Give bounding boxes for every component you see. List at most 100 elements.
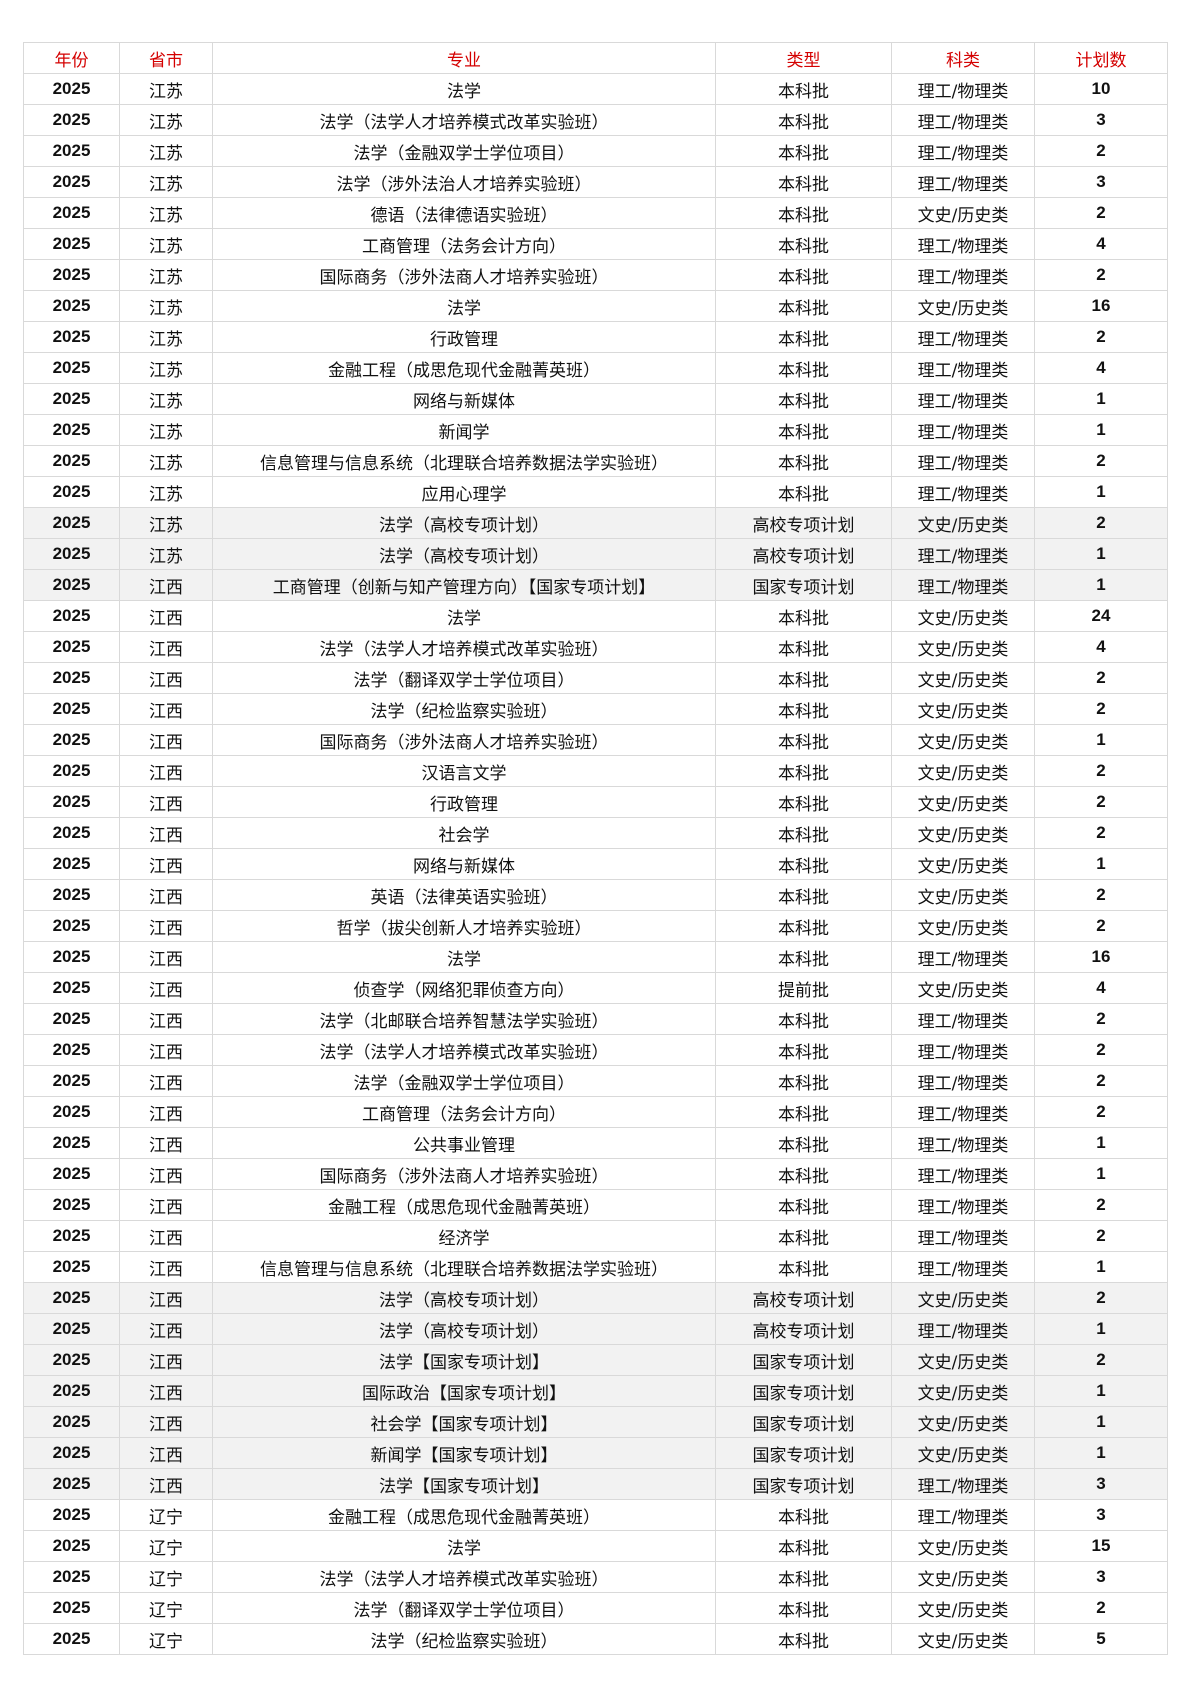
table-row: 2025 江西 侦查学（网络犯罪侦查方向） 提前批 文史/历史类 4 — [23, 972, 1168, 1004]
subject-category-cell: 文史/历史类 — [891, 817, 1035, 849]
plan-count-cell: 24 — [1034, 600, 1168, 632]
province-cell: 辽宁 — [119, 1499, 213, 1531]
major-cell: 法学（金融双学士学位项目） — [212, 1065, 716, 1097]
year-cell: 2025 — [23, 1003, 120, 1035]
subject-category-cell: 理工/物理类 — [891, 1468, 1035, 1500]
header-plan-count: 计划数 — [1034, 42, 1168, 74]
major-cell: 法学（高校专项计划） — [212, 507, 716, 539]
year-cell: 2025 — [23, 197, 120, 229]
major-cell: 法学 — [212, 600, 716, 632]
plan-count-cell: 1 — [1034, 1437, 1168, 1469]
subject-category-cell: 文史/历史类 — [891, 1623, 1035, 1655]
major-cell: 国际政治【国家专项计划】 — [212, 1375, 716, 1407]
year-cell: 2025 — [23, 1344, 120, 1376]
province-cell: 江苏 — [119, 476, 213, 508]
subject-category-cell: 文史/历史类 — [891, 755, 1035, 787]
table-row: 2025 辽宁 金融工程（成思危现代金融菁英班） 本科批 理工/物理类 3 — [23, 1499, 1168, 1531]
batch-type-cell: 本科批 — [715, 1065, 892, 1097]
batch-type-cell: 本科批 — [715, 662, 892, 694]
table-row: 2025 江西 法学【国家专项计划】 国家专项计划 理工/物理类 3 — [23, 1468, 1168, 1500]
batch-type-cell: 本科批 — [715, 1189, 892, 1221]
year-cell: 2025 — [23, 1065, 120, 1097]
batch-type-cell: 本科批 — [715, 1220, 892, 1252]
table-row: 2025 江西 国际商务（涉外法商人才培养实验班） 本科批 理工/物理类 1 — [23, 1158, 1168, 1190]
batch-type-cell: 高校专项计划 — [715, 1313, 892, 1345]
subject-category-cell: 文史/历史类 — [891, 1344, 1035, 1376]
major-cell: 金融工程（成思危现代金融菁英班） — [212, 1189, 716, 1221]
subject-category-cell: 理工/物理类 — [891, 538, 1035, 570]
table-row: 2025 江西 新闻学【国家专项计划】 国家专项计划 文史/历史类 1 — [23, 1437, 1168, 1469]
plan-count-cell: 2 — [1034, 879, 1168, 911]
table-row: 2025 江西 法学（法学人才培养模式改革实验班） 本科批 文史/历史类 4 — [23, 631, 1168, 663]
year-cell: 2025 — [23, 1530, 120, 1562]
major-cell: 国际商务（涉外法商人才培养实验班） — [212, 724, 716, 756]
plan-count-cell: 1 — [1034, 1251, 1168, 1283]
province-cell: 江苏 — [119, 507, 213, 539]
subject-category-cell: 理工/物理类 — [891, 1127, 1035, 1159]
major-cell: 英语（法律英语实验班） — [212, 879, 716, 911]
plan-count-cell: 1 — [1034, 383, 1168, 415]
plan-count-cell: 2 — [1034, 755, 1168, 787]
province-cell: 辽宁 — [119, 1592, 213, 1624]
plan-count-cell: 1 — [1034, 538, 1168, 570]
major-cell: 法学（涉外法治人才培养实验班） — [212, 166, 716, 198]
plan-count-cell: 15 — [1034, 1530, 1168, 1562]
plan-count-cell: 4 — [1034, 228, 1168, 260]
major-cell: 信息管理与信息系统（北理联合培养数据法学实验班） — [212, 445, 716, 477]
plan-count-cell: 1 — [1034, 414, 1168, 446]
major-cell: 新闻学 — [212, 414, 716, 446]
year-cell: 2025 — [23, 1158, 120, 1190]
year-cell: 2025 — [23, 569, 120, 601]
major-cell: 法学（北邮联合培养智慧法学实验班） — [212, 1003, 716, 1035]
batch-type-cell: 国家专项计划 — [715, 1375, 892, 1407]
subject-category-cell: 理工/物理类 — [891, 476, 1035, 508]
table-row: 2025 江苏 新闻学 本科批 理工/物理类 1 — [23, 414, 1168, 446]
subject-category-cell: 理工/物理类 — [891, 1096, 1035, 1128]
table-row: 2025 江苏 法学 本科批 文史/历史类 16 — [23, 290, 1168, 322]
batch-type-cell: 国家专项计划 — [715, 1437, 892, 1469]
table-row: 2025 江西 法学（北邮联合培养智慧法学实验班） 本科批 理工/物理类 2 — [23, 1003, 1168, 1035]
table-row: 2025 江苏 行政管理 本科批 理工/物理类 2 — [23, 321, 1168, 353]
year-cell: 2025 — [23, 290, 120, 322]
header-subject-category: 科类 — [891, 42, 1035, 74]
major-cell: 德语（法律德语实验班） — [212, 197, 716, 229]
batch-type-cell: 本科批 — [715, 1623, 892, 1655]
plan-count-cell: 2 — [1034, 1189, 1168, 1221]
year-cell: 2025 — [23, 786, 120, 818]
province-cell: 江苏 — [119, 228, 213, 260]
plan-count-cell: 4 — [1034, 972, 1168, 1004]
subject-category-cell: 文史/历史类 — [891, 1282, 1035, 1314]
plan-count-cell: 1 — [1034, 1158, 1168, 1190]
table-row: 2025 江西 法学 本科批 理工/物理类 16 — [23, 941, 1168, 973]
table-row: 2025 江西 工商管理（法务会计方向） 本科批 理工/物理类 2 — [23, 1096, 1168, 1128]
plan-count-cell: 16 — [1034, 941, 1168, 973]
subject-category-cell: 文史/历史类 — [891, 197, 1035, 229]
table-row: 2025 江西 工商管理（创新与知产管理方向）【国家专项计划】 国家专项计划 理工/物理… — [23, 569, 1168, 601]
year-cell: 2025 — [23, 321, 120, 353]
subject-category-cell: 理工/物理类 — [891, 1313, 1035, 1345]
province-cell: 江西 — [119, 724, 213, 756]
subject-category-cell: 文史/历史类 — [891, 600, 1035, 632]
table-row: 2025 江西 法学（高校专项计划） 高校专项计划 文史/历史类 2 — [23, 1282, 1168, 1314]
year-cell: 2025 — [23, 1189, 120, 1221]
table-row: 2025 辽宁 法学（纪检监察实验班） 本科批 文史/历史类 5 — [23, 1623, 1168, 1655]
major-cell: 法学（高校专项计划） — [212, 1313, 716, 1345]
year-cell: 2025 — [23, 538, 120, 570]
subject-category-cell: 文史/历史类 — [891, 724, 1035, 756]
subject-category-cell: 理工/物理类 — [891, 1158, 1035, 1190]
year-cell: 2025 — [23, 1034, 120, 1066]
province-cell: 江西 — [119, 631, 213, 663]
province-cell: 江西 — [119, 879, 213, 911]
batch-type-cell: 本科批 — [715, 259, 892, 291]
major-cell: 法学（法学人才培养模式改革实验班） — [212, 1561, 716, 1593]
plan-count-cell: 2 — [1034, 1034, 1168, 1066]
province-cell: 江苏 — [119, 135, 213, 167]
header-province: 省市 — [119, 42, 213, 74]
subject-category-cell: 文史/历史类 — [891, 1530, 1035, 1562]
batch-type-cell: 提前批 — [715, 972, 892, 1004]
province-cell: 江西 — [119, 662, 213, 694]
table-row: 2025 江西 法学（金融双学士学位项目） 本科批 理工/物理类 2 — [23, 1065, 1168, 1097]
major-cell: 网络与新媒体 — [212, 383, 716, 415]
batch-type-cell: 本科批 — [715, 1251, 892, 1283]
table-row: 2025 江苏 法学 本科批 理工/物理类 10 — [23, 73, 1168, 105]
